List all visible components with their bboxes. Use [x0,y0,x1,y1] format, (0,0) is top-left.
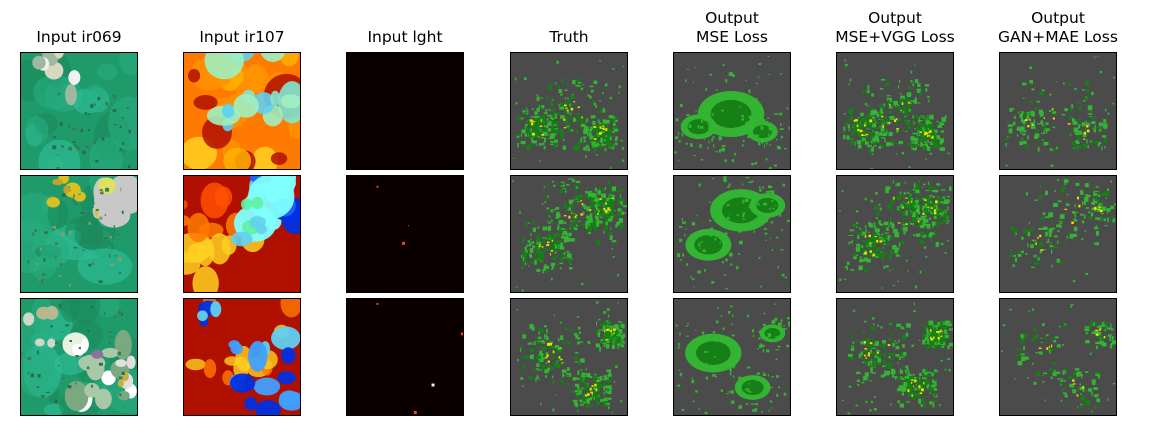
column-title-line: Input ir107 [199,28,285,46]
panel-truth-row-1 [510,52,628,170]
column-title-line: Input lght [367,28,443,46]
panel-lght-row-2 [346,175,464,293]
column-title-mse: Output MSE Loss [652,9,812,47]
panel-image [1000,176,1116,292]
column-title-truth: Truth [489,28,649,47]
panel-image [1000,299,1116,415]
column-title-line: GAN+MAE Loss [998,28,1118,46]
panel-ir069-row-1 [20,52,138,170]
panel-image [21,53,137,169]
panel-mse-row-3 [673,298,791,416]
panel-image [674,53,790,169]
panel-image [347,299,463,415]
column-title-line: Output [868,9,922,27]
panel-lght-row-3 [346,298,464,416]
panel-image [1000,53,1116,169]
panel-image [511,299,627,415]
panel-image [511,176,627,292]
panel-mse-row-2 [673,175,791,293]
panel-lght-row-1 [346,52,464,170]
column-title-ganmae: Output GAN+MAE Loss [978,9,1138,47]
panel-image [837,176,953,292]
column-title-msevgg: Output MSE+VGG Loss [815,9,975,47]
panel-image [184,53,300,169]
column-title-line: Output [1031,9,1085,27]
panel-ir107-row-2 [183,175,301,293]
panel-ir107-row-3 [183,298,301,416]
panel-image [21,299,137,415]
panel-image [347,53,463,169]
column-title-line: Input ir069 [36,28,122,46]
panel-image [837,299,953,415]
panel-ganmae-row-1 [999,52,1117,170]
panel-image [184,299,300,415]
column-title-line: Output [705,9,759,27]
column-title-ir069: Input ir069 [0,28,159,47]
panel-ir069-row-2 [20,175,138,293]
panel-ir107-row-1 [183,52,301,170]
column-title-line: Truth [549,28,589,46]
panel-image [21,176,137,292]
panel-image [347,176,463,292]
panel-msevgg-row-3 [836,298,954,416]
panel-ir069-row-3 [20,298,138,416]
panel-image [184,176,300,292]
column-title-line: MSE Loss [696,28,768,46]
panel-image [674,299,790,415]
column-title-line: MSE+VGG Loss [835,28,955,46]
column-title-ir107: Input ir107 [162,28,322,47]
panel-truth-row-2 [510,175,628,293]
panel-msevgg-row-2 [836,175,954,293]
panel-truth-row-3 [510,298,628,416]
panel-msevgg-row-1 [836,52,954,170]
panel-mse-row-1 [673,52,791,170]
column-title-lght: Input lght [325,28,485,47]
panel-ganmae-row-3 [999,298,1117,416]
panel-image [511,53,627,169]
panel-image [837,53,953,169]
panel-image [674,176,790,292]
panel-ganmae-row-2 [999,175,1117,293]
